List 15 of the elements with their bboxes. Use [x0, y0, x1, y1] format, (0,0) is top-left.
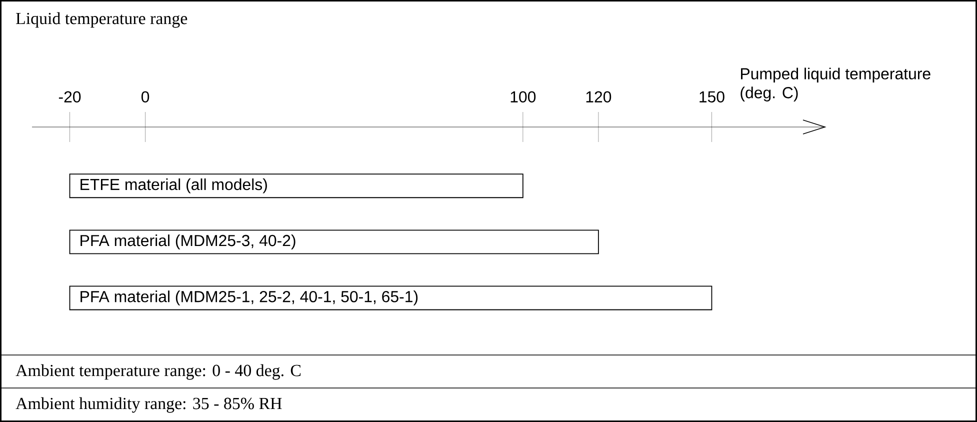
text: Ambient humidity range: 35 - 85% RH	[16, 397, 282, 413]
x-tick-label: 100	[510, 91, 536, 102]
bar	[69, 286, 712, 310]
x-tick-label: -20	[58, 91, 81, 102]
y-tick-label: PFA material (MDM25-3, 40-2)	[80, 234, 296, 250]
x-tick-label: 120	[586, 91, 612, 102]
y-tick-label: ETFE material (all models)	[80, 178, 267, 194]
y-tick-label: PFA material (MDM25-1, 25-2, 40-1, 50-1, 65-1)	[80, 290, 418, 306]
x-tick-label: 0	[141, 91, 150, 102]
x-axis-title: Pumped liquid temperature (deg. C)	[740, 68, 930, 102]
chart-title: Liquid temperature range	[16, 12, 188, 28]
bar	[69, 174, 524, 198]
x-tick-label: 150	[700, 91, 724, 102]
text: Ambient temperature range: 0 - 40 deg. C	[16, 364, 301, 380]
bar	[69, 230, 599, 254]
